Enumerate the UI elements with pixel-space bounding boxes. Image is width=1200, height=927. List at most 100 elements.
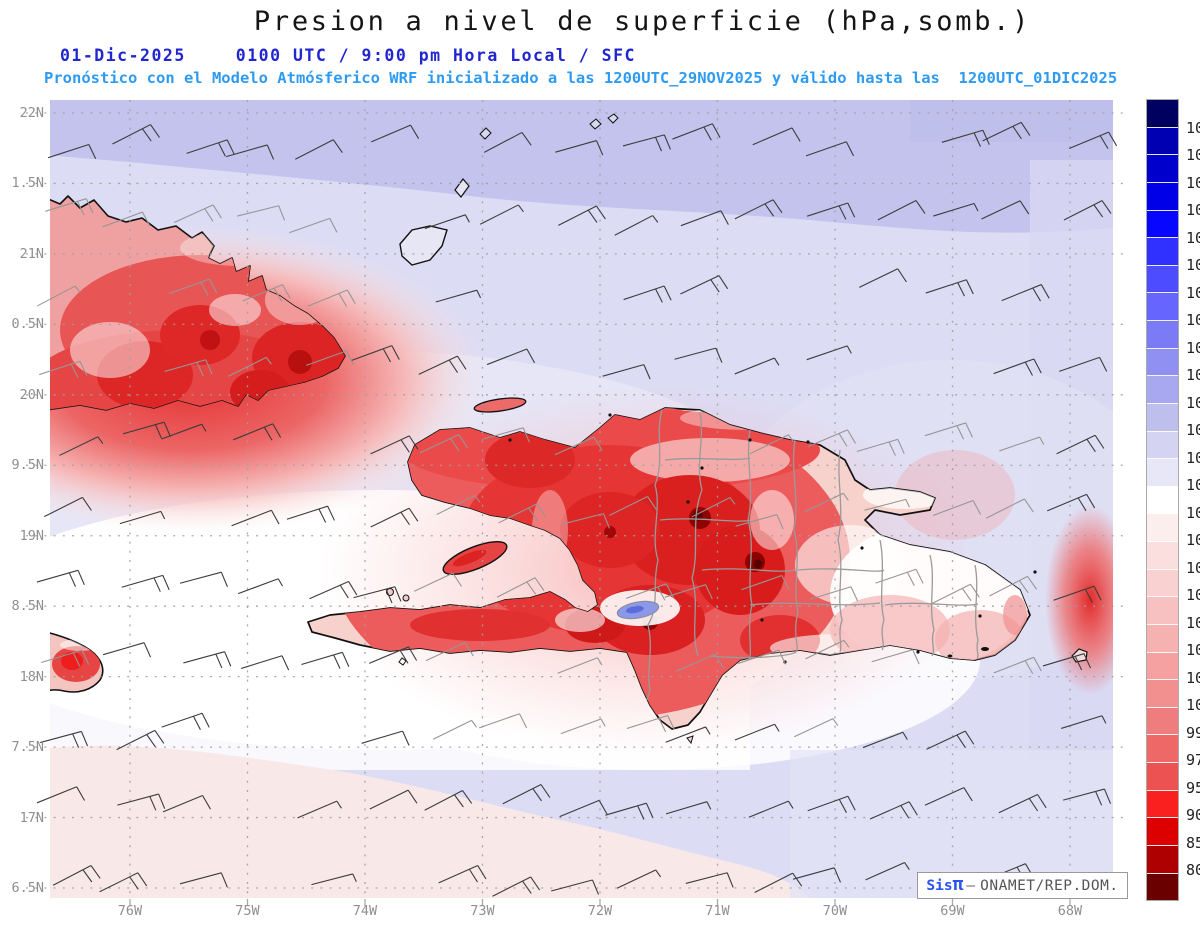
wind-barb	[44, 496, 92, 518]
wind-barb	[998, 794, 1047, 814]
wind-barb	[353, 586, 402, 604]
wind-barb	[605, 802, 654, 820]
wind-barb	[1046, 493, 1096, 512]
colorbar-tick-label: 1040	[1186, 146, 1200, 165]
wind-barb	[102, 642, 152, 658]
wind-barb	[734, 723, 780, 741]
wind-barb	[112, 124, 160, 145]
lat-tick-label: 19N	[19, 527, 44, 544]
wind-barb	[309, 580, 358, 600]
wind-barb	[117, 793, 166, 811]
wind-barb	[242, 284, 291, 302]
turks-caicos-islet	[479, 127, 492, 140]
grid-layer	[26, 100, 1127, 906]
wind-barb	[496, 577, 545, 598]
wind-barb	[286, 505, 335, 523]
wind-barb	[436, 494, 481, 516]
wind-barb	[237, 205, 286, 221]
wind-barb	[486, 348, 536, 366]
wind-barb	[680, 210, 729, 227]
wind-barb	[665, 801, 712, 815]
wind-barb	[616, 869, 662, 889]
wind-barb	[305, 350, 355, 366]
wind-barb	[1001, 284, 1050, 302]
wind-barb	[675, 653, 724, 672]
colorbar-cell	[1147, 707, 1178, 736]
colorbar-tick-label: 990	[1186, 723, 1200, 742]
lake-enriquillo	[616, 600, 660, 620]
colorbar-tick-label: 1012	[1186, 531, 1200, 550]
wind-barb	[40, 730, 89, 748]
wind-barb	[289, 217, 338, 234]
wind-barb	[608, 496, 657, 516]
wind-barb	[1063, 200, 1112, 221]
colorbar-tick-label: 1000	[1186, 696, 1200, 715]
colorbar-tick-label: 1022	[1186, 283, 1200, 302]
colorbar-tick-label: 1019	[1186, 338, 1200, 357]
catalina-island	[947, 654, 953, 658]
wind-barb	[554, 436, 603, 456]
lat-tick-label: 0.5N	[11, 316, 44, 333]
colorbar-cell	[1147, 127, 1178, 156]
model-init-line: Pronóstico con el Modelo Atmósferico WRF…	[44, 69, 1118, 87]
wind-barb	[738, 649, 787, 665]
wind-barb	[1068, 131, 1118, 149]
lat-tick-label: 22N	[19, 105, 44, 121]
wind-barb	[680, 275, 729, 295]
wind-barb	[161, 712, 210, 730]
wind-barb	[602, 364, 651, 380]
colorbar-cell	[1147, 431, 1178, 460]
colorbar-cell	[1147, 624, 1178, 653]
valid-hour: 0100 UTC / 9:00 pm Hora Local / SFC	[235, 46, 636, 65]
colorbar-cell	[1147, 680, 1178, 708]
wind-barb	[807, 795, 856, 813]
colorbar-tick-label: 1030	[1186, 201, 1200, 220]
wind-barb	[941, 129, 990, 147]
sispi-brand: Sis	[926, 877, 953, 894]
wind-barb	[859, 268, 907, 288]
wind-barb	[555, 140, 604, 156]
lon-tick-label: 74W	[352, 903, 378, 919]
wind-barb	[311, 873, 357, 886]
lat-tick-label: 1.5N	[11, 175, 44, 192]
lon-tick-label: 71W	[705, 903, 730, 919]
wind-barb	[424, 214, 470, 230]
wind-barbs-layer	[36, 121, 1118, 897]
valid-date: 01-Dic-2025	[60, 46, 186, 65]
wind-barb	[47, 143, 97, 159]
wind-barb	[933, 202, 979, 217]
colorbar-cell	[1147, 514, 1178, 542]
wind-barb	[36, 786, 86, 804]
onamet-credit: ONAMET/REP.DOM.	[980, 877, 1119, 894]
colorbar-tick-label: 1004	[1186, 641, 1200, 660]
wind-barb	[478, 713, 528, 729]
beata-island	[686, 735, 694, 745]
lat-tick-label: 17N	[19, 809, 44, 826]
pressure-colorbar	[1146, 99, 1179, 901]
cayemites-islet	[402, 594, 410, 602]
wind-barb	[99, 872, 148, 893]
wind-barb	[297, 800, 342, 819]
wind-barb	[664, 584, 713, 600]
wind-barb	[862, 731, 908, 749]
lon-tick-label: 75W	[235, 903, 260, 919]
colorbar-cell	[1147, 735, 1178, 763]
wind-barb	[871, 649, 920, 665]
wind-barb	[614, 215, 659, 236]
colorbar-cell	[1147, 100, 1178, 128]
watermark-box: Sis π – ONAMET/REP.DOM.	[917, 872, 1128, 899]
wind-barb	[735, 514, 784, 530]
wind-barb	[875, 568, 924, 586]
wind-barb	[164, 359, 213, 377]
lon-tick-label: 76W	[117, 903, 143, 919]
wind-barb	[792, 867, 842, 883]
wind-barb	[368, 646, 418, 664]
wind-barb	[674, 347, 723, 363]
wind-barb	[361, 730, 410, 746]
province-boundaries	[646, 409, 979, 701]
wind-barb	[169, 278, 218, 296]
puerto-rico-edge-shading	[1045, 505, 1113, 695]
turks-caicos-islet	[607, 113, 619, 124]
colorbar-tick-label: 1013	[1186, 503, 1200, 522]
wind-barb	[492, 876, 541, 897]
